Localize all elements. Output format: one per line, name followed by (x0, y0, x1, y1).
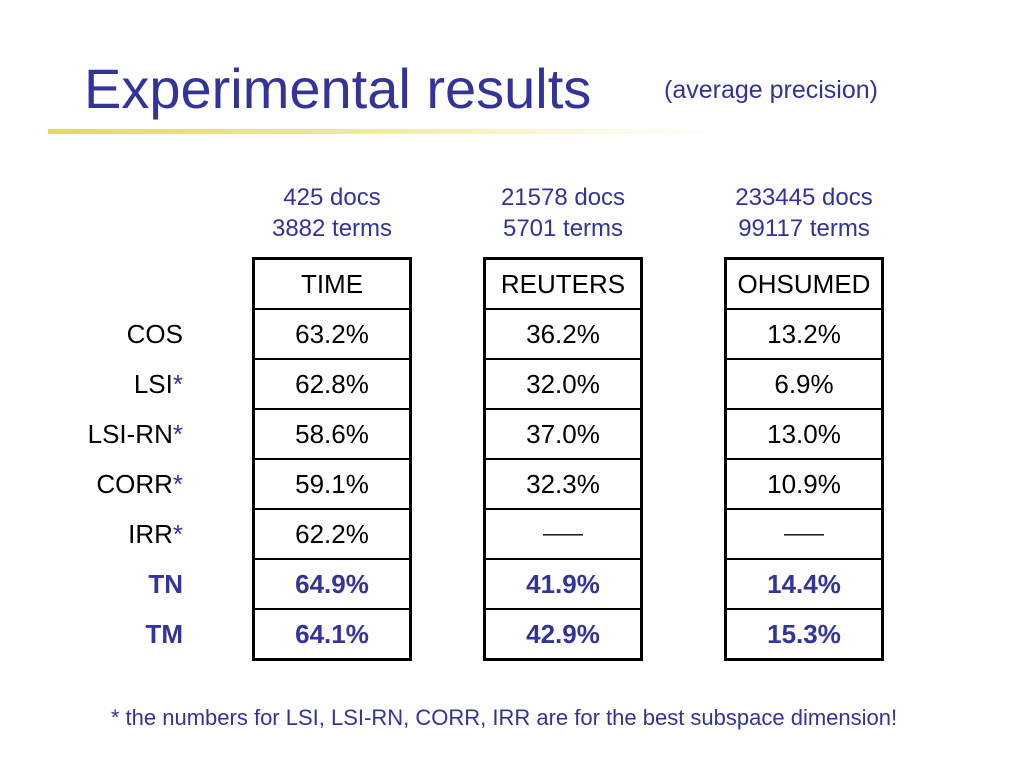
cell-reuters-lsi: 32.0% (486, 360, 640, 410)
cell-reuters-irr: —— (486, 510, 640, 560)
cell-ohsumed-lsi-rn: 13.0% (727, 410, 881, 460)
cell-time-lsi-rn: 58.6% (255, 410, 409, 460)
cell-ohsumed-cos: 13.2% (727, 310, 881, 360)
cell-ohsumed-lsi: 6.9% (727, 360, 881, 410)
table-header-time: TIME (255, 260, 409, 310)
row-label-text: TN (148, 569, 183, 599)
row-label-tn: TN (0, 560, 183, 610)
cell-reuters-corr: 32.3% (486, 460, 640, 510)
cell-time-irr: 62.2% (255, 510, 409, 560)
cell-time-corr: 59.1% (255, 460, 409, 510)
slide-title: Experimental results (84, 57, 592, 120)
table-header-ohsumed: OHSUMED (727, 260, 881, 310)
cell-ohsumed-tn: 14.4% (727, 560, 881, 610)
row-label-corr: CORR* (0, 460, 183, 510)
cell-ohsumed-corr: 10.9% (727, 460, 881, 510)
term-count: 99117 terms (738, 215, 870, 242)
results-table-ohsumed: OHSUMED 13.2% 6.9% 13.0% 10.9% —— 14.4% … (724, 257, 884, 661)
row-label-text: TM (145, 619, 183, 649)
row-label-text: COS (126, 319, 183, 349)
row-label-text: IRR (128, 519, 173, 549)
row-label-lsi: LSI* (0, 360, 183, 410)
slide-subtitle: (average precision) (664, 76, 878, 104)
doc-count: 21578 docs (500, 184, 626, 211)
row-label-cos: COS (0, 310, 183, 360)
row-label-text: CORR (96, 469, 173, 499)
doc-count: 233445 docs (735, 184, 873, 211)
footnote: * the numbers for LSI, LSI-RN, CORR, IRR… (110, 705, 898, 730)
cell-ohsumed-irr: —— (727, 510, 881, 560)
row-label-text: LSI (133, 369, 173, 399)
cell-reuters-cos: 36.2% (486, 310, 640, 360)
cell-time-tn: 64.9% (255, 560, 409, 610)
title-underline (48, 129, 738, 134)
row-label-lsi-rn: LSI-RN* (0, 410, 183, 460)
asterisk-mark: * (172, 369, 183, 399)
row-label-irr: IRR* (0, 510, 183, 560)
row-label-tm: TM (0, 610, 183, 660)
asterisk-mark: * (172, 419, 183, 449)
asterisk-mark: * (172, 469, 183, 499)
term-count: 3882 terms (271, 215, 393, 242)
table-header-reuters: REUTERS (486, 260, 640, 310)
cell-reuters-tm: 42.9% (526, 619, 600, 649)
cell-ohsumed-tm: 15.3% (767, 619, 841, 649)
cell-reuters-tn: 41.9% (486, 560, 640, 610)
cell-time-tm: 64.1% (295, 619, 369, 649)
cell-reuters-lsi-rn: 37.0% (486, 410, 640, 460)
term-count: 5701 terms (502, 215, 624, 242)
results-table-time: TIME 63.2% 62.8% 58.6% 59.1% 62.2% 64.9%… (252, 257, 412, 661)
asterisk-mark: * (172, 519, 183, 549)
doc-count: 425 docs (283, 184, 381, 211)
cell-time-lsi: 62.8% (255, 360, 409, 410)
row-labels: COS LSI* LSI-RN* CORR* IRR* TN TM (0, 310, 183, 660)
results-table-reuters: REUTERS 36.2% 32.0% 37.0% 32.3% —— 41.9%… (483, 257, 643, 661)
cell-time-cos: 63.2% (255, 310, 409, 360)
row-label-text: LSI-RN (87, 419, 173, 449)
